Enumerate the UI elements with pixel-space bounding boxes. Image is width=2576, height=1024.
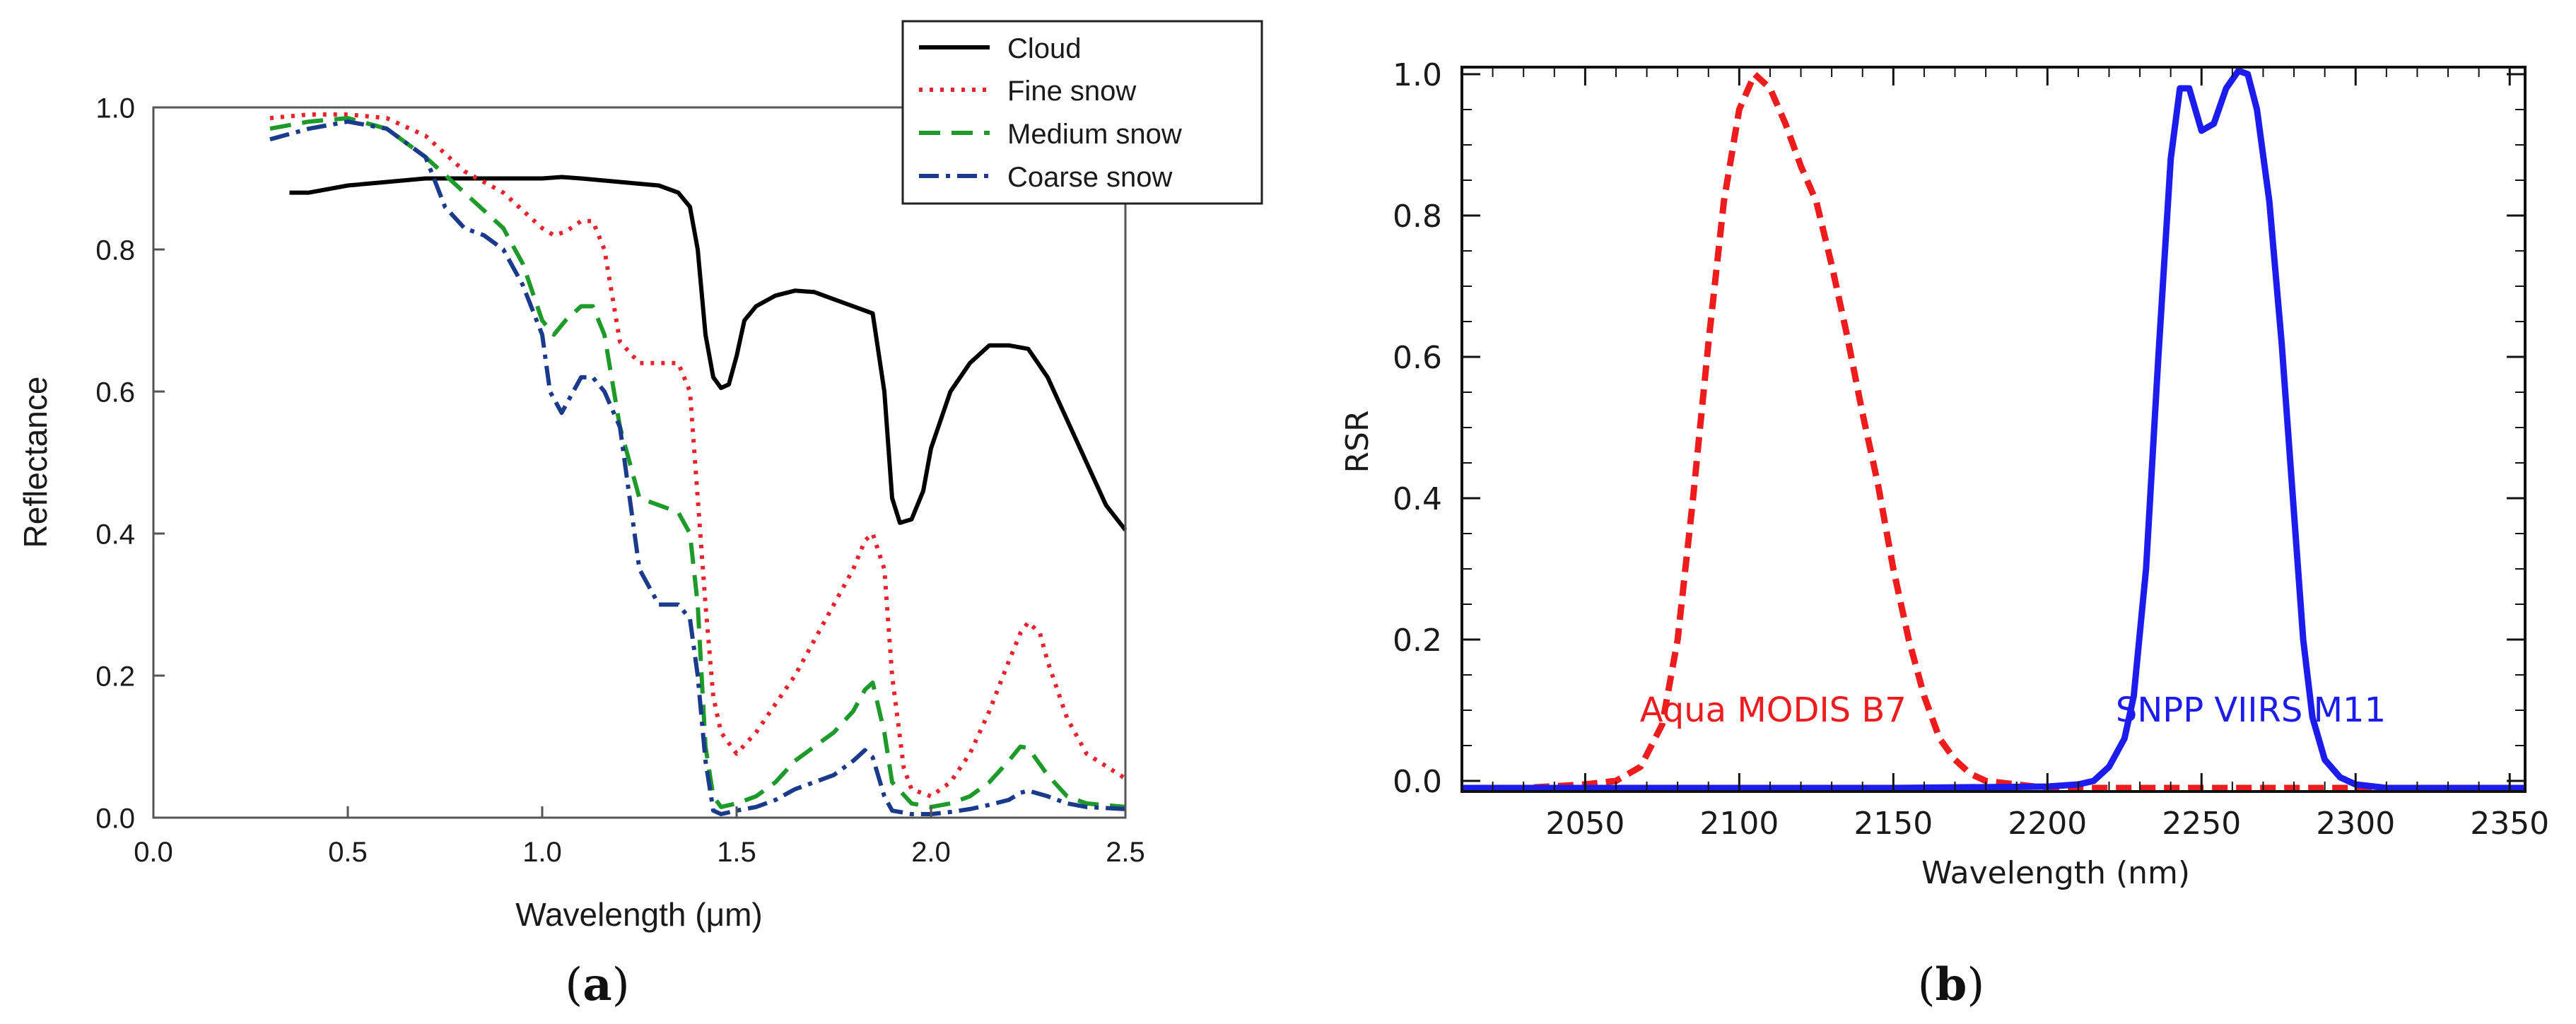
panel-a-y-tick-label: 0.0 — [95, 803, 135, 834]
panel-a-y-tick-label: 0.8 — [95, 235, 135, 266]
panel-b-chart: 2050 2100 2150 2200 2250 2300 2350 0.0 0.2 0.4 0.… — [1340, 57, 2549, 1011]
panel-a-chart: 0.0 0.5 1.0 1.5 2.0 2.5 0.0 0.2 0.4 0.6 0.8 1.0 Wa… — [17, 20, 1263, 1011]
panel-a-x-tick-label: 2.0 — [911, 837, 951, 868]
panel-a-plot-frame — [152, 106, 1127, 819]
legend-label-coarse-snow: Coarse snow — [1007, 162, 1173, 193]
panel-b-plot-frame — [1460, 66, 2527, 793]
legend-label-cloud: Cloud — [1007, 33, 1082, 64]
panel-a-caption-letter: a — [582, 958, 611, 1011]
panel-b-y-tick-label: 1.0 — [1393, 57, 1442, 93]
panel-b-x-tick-label: 2150 — [1854, 806, 1933, 842]
panel-b-y-tick-label: 0.6 — [1393, 340, 1442, 376]
panel-a-x-tick-label: 1.5 — [717, 837, 756, 868]
panel-a-x-tick-label: 2.5 — [1106, 837, 1145, 868]
panel-b-x-tick-label: 2250 — [2162, 806, 2241, 842]
panel-a-series-coarse-snow — [269, 119, 1126, 816]
panel-b-y-tick-label: 0.0 — [1393, 764, 1442, 800]
panel-a-y-tick-label: 0.2 — [95, 661, 135, 692]
panel-a-x-tick-label: 0.5 — [328, 837, 368, 868]
panel-b-y-tick-label: 0.4 — [1393, 481, 1442, 517]
panel-b-x-tick-label: 2350 — [2470, 806, 2549, 842]
panel-b-annotation-aqua-modis-b7: Aqua MODIS B7 — [1640, 690, 1907, 730]
panel-b-caption: (b) — [1918, 958, 1985, 1011]
panel-b-annotation-snpp-viirs-m11: SNPP VIIRS M11 — [2116, 690, 2386, 730]
panel-a-series-cloud — [289, 175, 1128, 531]
panel-b-x-tick-label: 2050 — [1545, 806, 1624, 842]
legend-box — [901, 20, 1263, 205]
panel-b-caption-letter: b — [1936, 958, 1967, 1011]
panel-b-y-axis-label: RSR — [1340, 410, 1376, 473]
panel-a-y-tick-label: 0.6 — [95, 377, 135, 408]
panel-b-x-axis-label: Wavelength (nm) — [1921, 855, 2190, 891]
panel-b-x-tick-label: 2100 — [1699, 806, 1779, 842]
panel-b-y-tick-label: 0.2 — [1393, 623, 1442, 659]
panel-a-caption: (a) — [565, 958, 629, 1011]
panel-a-series-medium-snow — [269, 116, 1126, 809]
panel-b-x-tick-label: 2300 — [2316, 806, 2395, 842]
panel-a-y-tick-label: 0.4 — [95, 519, 135, 550]
panel-a-y-axis-label: Reflectance — [17, 377, 54, 548]
panel-b-series-aqua-modis-b7 — [1462, 71, 2525, 791]
panel-a-series-fine-snow — [269, 112, 1127, 799]
panel-a-legend: Cloud Fine snow Medium snow Coarse snow — [901, 20, 1263, 205]
legend-label-medium-snow: Medium snow — [1007, 119, 1182, 150]
panel-a-y-tick-label: 1.0 — [95, 93, 135, 124]
panel-b-series-snpp-viirs-m11 — [1462, 67, 2525, 791]
panel-b-y-tick-label: 0.8 — [1393, 199, 1442, 235]
panel-a-x-axis-label: Wavelength (μm) — [515, 896, 762, 933]
panel-a-x-tick-label: 0.0 — [134, 837, 173, 868]
legend-label-fine-snow: Fine snow — [1007, 76, 1136, 107]
panel-a-x-tick-label: 1.0 — [522, 837, 562, 868]
panel-b-x-tick-label: 2200 — [2008, 806, 2087, 842]
